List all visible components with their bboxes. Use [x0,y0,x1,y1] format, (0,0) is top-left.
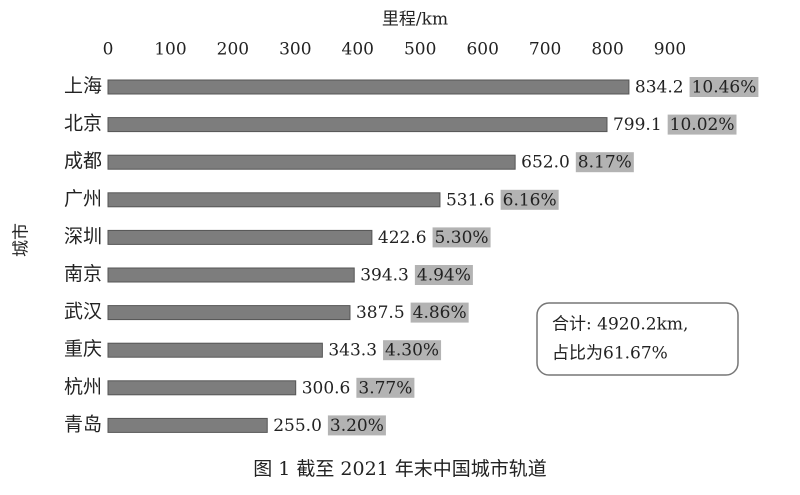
annotation: 占比为61.67% [552,344,668,364]
share-label: 3.77% [358,378,412,398]
share-label-group: 3.20% [327,415,386,436]
x-axis-title: 里程/km [382,10,448,30]
share-box [432,227,491,248]
y-axis-title: 城市 [12,223,32,257]
y-tick-label: 北京 [64,113,102,135]
share-box [575,152,634,173]
share-box [414,265,473,285]
share-label: 5.30% [435,228,489,248]
bar [107,229,373,245]
annotation: 合计: 4920.2km, [552,315,688,335]
share-label: 6.16% [503,190,557,210]
share-label: 4.94% [417,266,471,286]
annotation-box [536,302,739,376]
x-tick-label: 500 [404,40,436,60]
value-label: 531.6 [446,190,495,210]
share-box [410,302,469,323]
y-tick-label: 广州 [64,188,102,210]
share-label: 4.86% [413,303,467,323]
share-label: 8.17% [578,153,632,173]
y-tick-label: 南京 [64,263,102,285]
value-label: 652.0 [521,153,570,173]
x-tick-label: 200 [217,40,249,60]
y-tick-label: 青岛 [64,413,102,435]
y-tick-label: 深圳 [64,225,102,247]
value-label: 343.3 [328,341,377,361]
share-label-group: 10.02% [667,114,737,135]
y-tick-label: 杭州 [64,376,102,398]
y-tick-label: 武汉 [64,301,102,323]
value-label: 394.3 [360,266,409,286]
share-box [383,340,442,361]
share-box [500,189,559,210]
share-label: 3.20% [330,416,384,436]
share-label: 10.46% [692,78,757,98]
share-label-group: 5.30% [432,227,491,248]
share-label-group: 8.17% [575,152,634,173]
share-label: 10.02% [670,115,735,135]
bar [107,79,630,95]
share-box [667,114,737,135]
share-box [327,415,386,436]
bar [107,267,355,283]
share-label-group: 4.94% [414,265,473,286]
x-tick-label: 100 [154,40,186,60]
share-label-group: 3.77% [356,377,415,398]
share-box [689,77,759,97]
y-tick-label: 重庆 [64,338,102,360]
bar [107,417,268,433]
y-tick-label: 上海 [64,75,102,97]
caption: 图 1 截至 2021 年末中国城市轨道 [253,458,547,480]
bar [107,154,516,170]
share-label-group: 4.86% [410,302,469,323]
x-tick-label: 800 [591,40,623,60]
value-label: 300.6 [302,378,351,398]
bar [107,380,297,396]
x-tick-label: 700 [529,40,561,60]
x-tick-label: 0 [103,40,114,60]
value-label: 799.1 [613,115,662,135]
bar [107,192,441,208]
x-tick-label: 900 [654,40,686,60]
share-label-group: 10.46% [689,77,759,98]
x-tick-label: 300 [279,40,311,60]
bar [107,117,608,133]
value-label: 834.2 [635,78,684,98]
share-label: 4.30% [385,341,439,361]
y-tick-label: 成都 [64,150,102,172]
share-label-group: 4.30% [383,340,442,361]
x-tick-label: 600 [466,40,498,60]
bar [107,305,351,321]
value-label: 255.0 [273,416,322,436]
share-label-group: 6.16% [500,189,559,210]
bar [107,342,323,358]
value-label: 387.5 [356,303,405,323]
x-tick-label: 400 [342,40,374,60]
value-label: 422.6 [378,228,427,248]
share-box [356,377,415,398]
